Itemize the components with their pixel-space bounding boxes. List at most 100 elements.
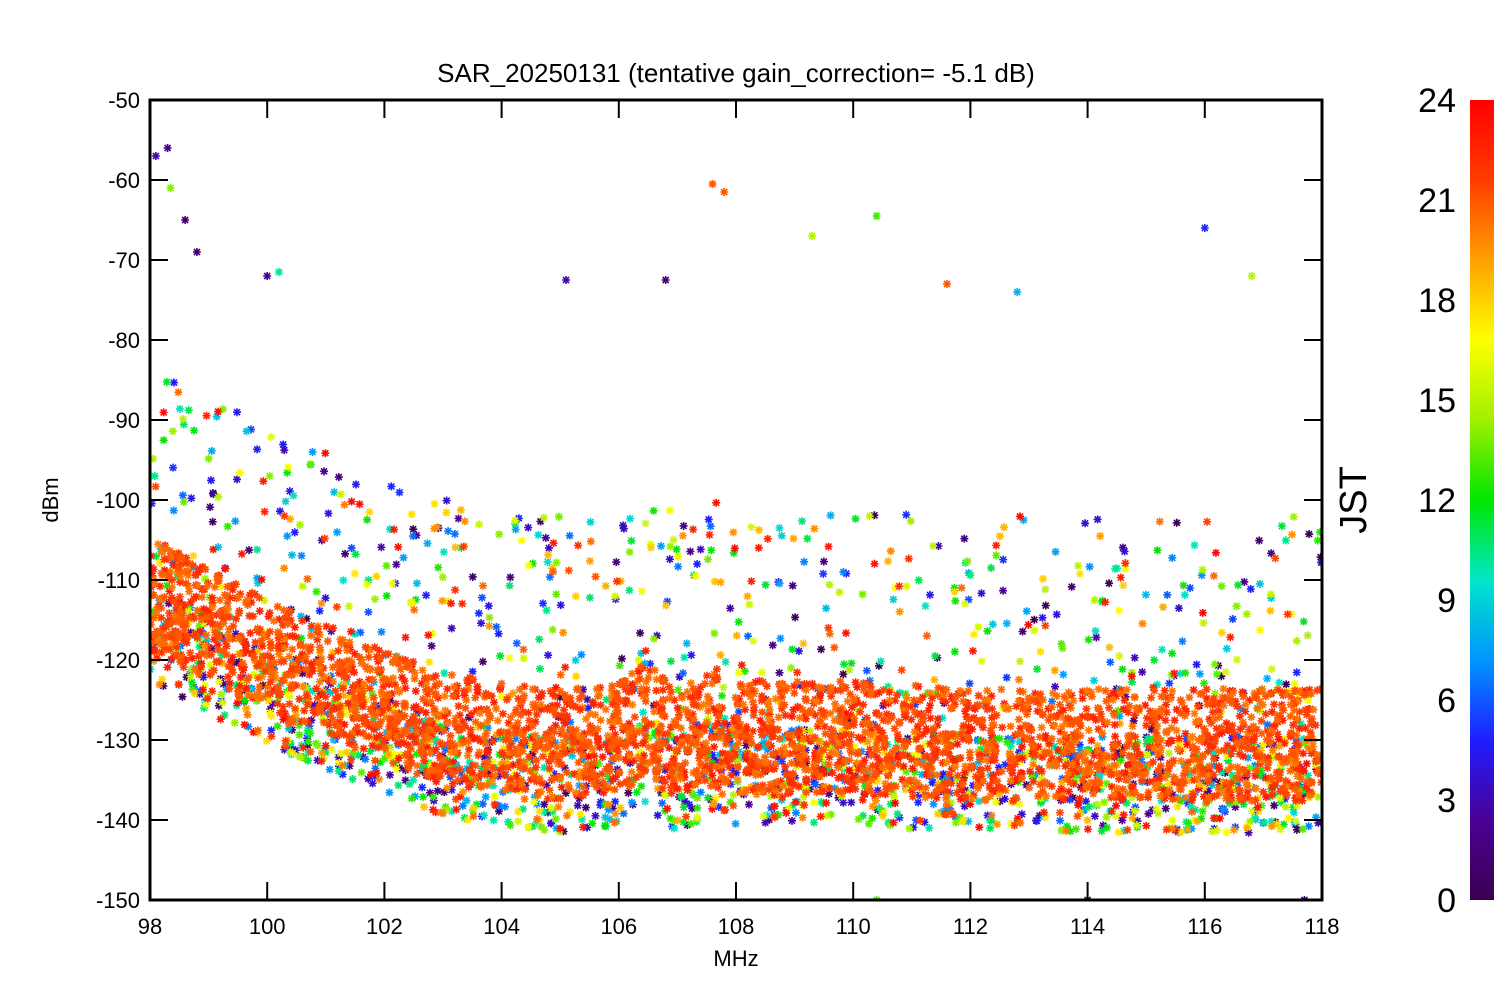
data-point (616, 803, 625, 812)
data-point (616, 780, 625, 789)
data-point (762, 724, 771, 733)
data-point (808, 679, 817, 688)
data-point (641, 797, 650, 806)
data-point (162, 378, 171, 386)
data-point (925, 689, 934, 698)
data-point (719, 683, 728, 692)
data-point (781, 711, 790, 720)
data-point (176, 657, 185, 666)
data-point (627, 768, 636, 777)
data-point (1006, 722, 1015, 731)
data-point (1293, 772, 1302, 781)
data-point (920, 818, 929, 827)
data-point (885, 696, 894, 705)
data-point (1041, 585, 1050, 594)
data-point (225, 679, 234, 688)
data-point (180, 601, 189, 610)
data-point (482, 729, 491, 738)
data-point (594, 735, 603, 744)
data-point (443, 719, 452, 728)
data-point (1107, 793, 1116, 802)
data-point (243, 676, 252, 685)
data-point (364, 722, 373, 731)
data-point (673, 816, 682, 825)
data-point (754, 757, 763, 766)
data-point (1145, 742, 1154, 751)
data-point (501, 758, 510, 767)
data-point (908, 792, 917, 801)
data-point (422, 698, 431, 707)
data-point (352, 713, 361, 722)
data-point (1239, 752, 1247, 761)
data-point (884, 752, 893, 761)
data-point (239, 666, 248, 675)
data-point (1161, 693, 1170, 702)
data-point (287, 551, 296, 560)
data-point (665, 682, 674, 691)
data-point (312, 587, 321, 596)
data-point (732, 768, 741, 777)
data-point (899, 738, 908, 747)
data-point (839, 762, 848, 771)
data-point (703, 754, 712, 763)
data-point (1227, 749, 1236, 758)
data-point (773, 725, 782, 734)
data-point (679, 669, 688, 678)
data-point (420, 735, 429, 744)
data-point (435, 679, 444, 688)
data-point (582, 714, 591, 723)
data-point (280, 564, 289, 573)
data-point (1297, 775, 1306, 784)
data-point (665, 506, 674, 515)
data-point (266, 666, 275, 675)
data-point (290, 528, 299, 537)
data-point (673, 735, 682, 744)
data-point (542, 781, 551, 790)
data-point (176, 607, 185, 616)
data-point (649, 701, 658, 710)
data-point (695, 722, 704, 731)
data-point (793, 759, 802, 768)
data-point (1074, 561, 1083, 570)
data-point (1230, 784, 1239, 793)
data-point (1241, 707, 1250, 716)
data-point (865, 512, 874, 521)
data-point (950, 700, 959, 709)
data-point (909, 823, 918, 832)
data-point (788, 731, 797, 740)
data-point (481, 792, 490, 801)
data-point (243, 600, 252, 609)
data-point (694, 771, 703, 780)
data-point (1303, 696, 1312, 705)
data-point (276, 708, 285, 717)
data-point (1202, 685, 1211, 694)
data-point (919, 711, 928, 720)
data-point (716, 651, 725, 660)
data-point (520, 735, 529, 744)
data-point (1057, 639, 1066, 648)
data-point (1125, 738, 1134, 747)
data-point (469, 812, 478, 821)
data-point (1150, 744, 1159, 753)
data-point (665, 772, 674, 781)
data-point (1254, 807, 1263, 816)
data-point (1203, 517, 1212, 526)
data-point (723, 734, 732, 743)
data-point (584, 704, 593, 713)
data-point (661, 601, 670, 610)
data-point (438, 740, 447, 749)
data-point (575, 694, 584, 703)
data-point (819, 569, 828, 578)
data-point (342, 646, 351, 655)
data-point (776, 687, 785, 696)
data-point (421, 708, 430, 717)
data-point (1232, 602, 1241, 611)
data-point (1014, 697, 1023, 706)
data-point (551, 815, 560, 824)
data-point (815, 696, 824, 705)
data-point (945, 770, 954, 779)
data-point (872, 738, 881, 747)
data-point (245, 546, 254, 555)
data-point (573, 737, 582, 746)
data-point (792, 744, 801, 753)
